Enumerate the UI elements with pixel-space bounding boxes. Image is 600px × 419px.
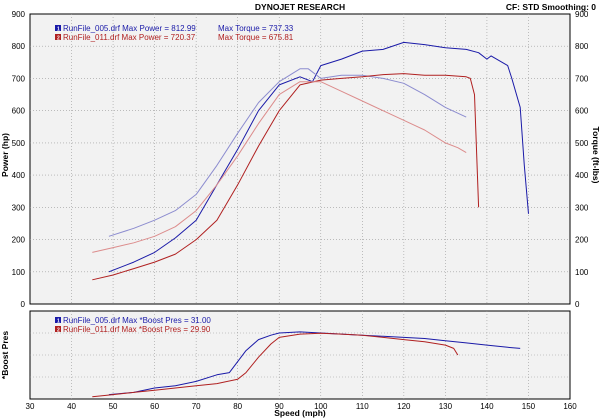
power-torque-panel [29, 13, 571, 305]
legend-marker-run2-label: 2 [57, 36, 60, 42]
x-tick-label: 70 [192, 402, 201, 411]
boost-axis-label: *Boost Pres [0, 331, 10, 379]
x-tick-label: 90 [275, 402, 284, 411]
y-tick-label-left: 400 [12, 171, 26, 180]
power-torque-tick-labels: 0 0 100 100 200 200 300 300 400 400 500 500 600 600 70… [12, 10, 589, 309]
y-tick-label-left: 0 [21, 300, 26, 309]
y-tick-label-right: 500 [575, 139, 589, 148]
y-tick-label-right: 900 [575, 10, 589, 19]
x-tick-label: 110 [356, 402, 369, 411]
legend-run2-power: RunFile_011.drf Max Power = 720.37 [63, 33, 196, 42]
x-tick-label: 140 [480, 402, 494, 411]
x-tick-label: 60 [150, 402, 159, 411]
x-tick-label: 120 [397, 402, 411, 411]
chart-title: DYNOJET RESEARCH [255, 2, 345, 12]
boost-legend-marker-run1 [55, 317, 61, 323]
legend-marker-run1-label: 1 [57, 27, 60, 33]
power-torque-grid [30, 14, 570, 304]
series-line-torque-run2 [92, 81, 467, 253]
power-torque-legend: 1 RunFile_005.drf Max Power = 812.99 Max… [55, 24, 294, 42]
y-tick-label-left: 700 [12, 74, 26, 83]
series-line-torque-run1 [108, 68, 467, 237]
boost-legend-marker-run2-label: 2 [57, 328, 60, 334]
x-tick-label: 160 [563, 402, 577, 411]
power-torque-series [92, 41, 529, 281]
chart-settings-info: CF: STD Smoothing: 0 [506, 2, 596, 12]
legend-run1-power: RunFile_005.drf Max Power = 812.99 [63, 24, 196, 33]
y-tick-label-right: 400 [575, 171, 589, 180]
y-tick-label-left: 800 [12, 42, 26, 51]
boost-series [92, 331, 521, 398]
x-tick-label: 40 [67, 402, 76, 411]
y-tick-label-left: 500 [12, 139, 26, 148]
boost-legend-run2: RunFile_011.drf Max *Boost Pres = 29.90 [63, 325, 211, 334]
x-tick-label: 100 [314, 402, 328, 411]
boost-legend-run1: RunFile_005.drf Max *Boost Pres = 31.00 [63, 316, 211, 325]
series-line-power-run1 [108, 41, 529, 273]
y-tick-label-right: 600 [575, 107, 589, 116]
series-line-run1 [108, 331, 521, 396]
x-tick-label: 150 [522, 402, 536, 411]
x-tick-label: 80 [233, 402, 242, 411]
boost-legend: 1 RunFile_005.drf Max *Boost Pres = 31.0… [55, 316, 211, 334]
y-tick-label-right: 800 [575, 42, 589, 51]
x-tick-label: 30 [26, 402, 35, 411]
y-tick-label-right: 300 [575, 203, 589, 212]
y-tick-label-right: 700 [575, 74, 589, 83]
y-tick-label-left: 200 [12, 236, 26, 245]
y-tick-label-left: 300 [12, 203, 26, 212]
y-tick-label-left: 900 [12, 10, 26, 19]
y-tick-label-right: 0 [575, 300, 580, 309]
y-tick-label-right: 200 [575, 236, 589, 245]
boost-legend-marker-run2 [55, 326, 61, 332]
x-tick-label: 130 [439, 402, 453, 411]
series-line-power-run2 [92, 73, 480, 281]
boost-grid [30, 311, 570, 399]
y-tick-label-right: 100 [575, 268, 589, 277]
legend-run2-torque: Max Torque = 675.81 [218, 33, 294, 42]
y-tick-label-left: 600 [12, 107, 26, 116]
boost-legend-marker-run1-label: 1 [57, 319, 60, 325]
y-tick-label-left: 100 [12, 268, 26, 277]
x-tick-label: 50 [109, 402, 118, 411]
legend-run1-torque: Max Torque = 737.33 [218, 24, 294, 33]
series-line-run2 [92, 332, 459, 398]
boost-tick-labels: 30 40 50 60 70 80 90 100 110 120 130 140 150 160 [26, 402, 578, 411]
legend-marker-run1 [55, 25, 61, 31]
torque-axis-label: Torque (ft-lbs) [591, 127, 600, 184]
power-axis-label: Power (hp) [0, 133, 10, 177]
speed-axis-label: Speed (mph) [274, 408, 326, 418]
legend-marker-run2 [55, 34, 61, 40]
